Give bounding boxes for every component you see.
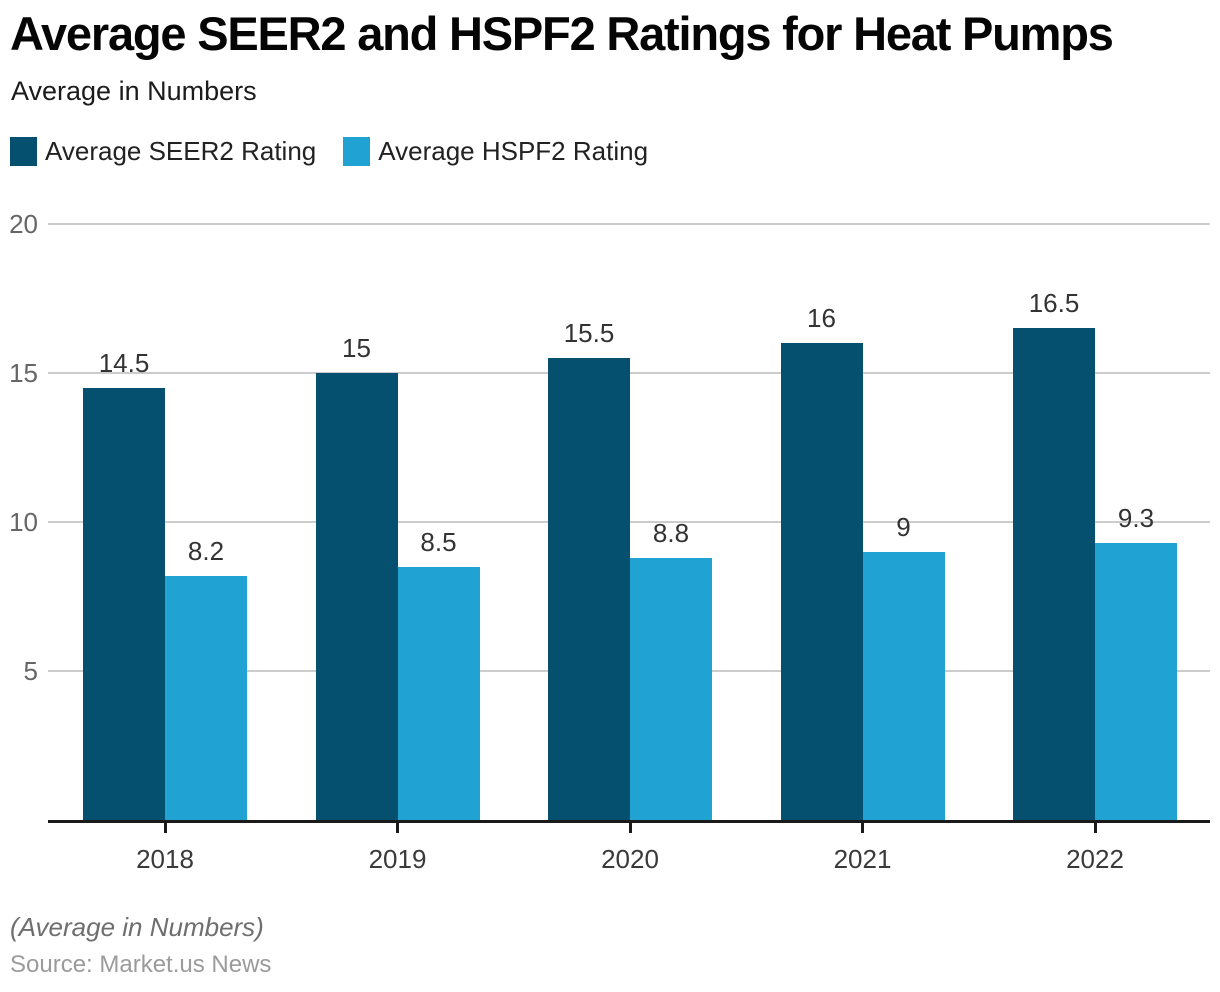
value-label-average-hspf2-rating-2022: 9.3 [1117, 503, 1155, 533]
bar-average-hspf2-rating-2019[interactable] [397, 567, 480, 820]
legend-item-average-seer2-rating[interactable]: Average SEER2 Rating [10, 136, 316, 167]
value-label-average-hspf2-rating-2018: 8.2 [187, 536, 225, 566]
bar-average-hspf2-rating-2018[interactable] [165, 576, 247, 820]
y-axis-label-20: 20 [9, 209, 38, 239]
x-axis-tick-2021 [861, 823, 864, 833]
legend-item-average-hspf2-rating[interactable]: Average HSPF2 Rating [343, 136, 648, 167]
legend-swatch-average-seer2-rating [10, 137, 37, 166]
bar-average-seer2-rating-2020[interactable] [548, 358, 630, 820]
footnote-average-in-numbers: (Average in Numbers) [10, 912, 264, 942]
value-label-average-seer2-rating-2019: 15 [342, 333, 371, 363]
value-label-average-hspf2-rating-2020: 8.8 [652, 518, 690, 548]
chart-subtitle: Average in Numbers [11, 76, 257, 106]
source-credit: Source: Market.us News [10, 951, 272, 978]
bar-average-hspf2-rating-2020[interactable] [630, 558, 712, 820]
value-label-average-seer2-rating-2021: 16 [807, 303, 836, 333]
x-axis-tick-2022 [1093, 823, 1097, 833]
legend-label: Average SEER2 Rating [45, 136, 317, 166]
value-label-average-seer2-rating-2018: 14.5 [98, 348, 150, 378]
bar-average-seer2-rating-2019[interactable] [315, 373, 398, 820]
legend: Average SEER2 Rating Average HSPF2 Rating [10, 136, 648, 167]
chart-title: Average SEER2 and HSPF2 Ratings for Heat… [10, 7, 1114, 60]
x-axis-label-2020: 2020 [601, 844, 659, 874]
value-label-average-hspf2-rating-2019: 8.5 [420, 527, 457, 557]
x-axis-tick-2019 [396, 823, 399, 833]
value-label-average-seer2-rating-2022: 16.5 [1028, 288, 1080, 318]
x-axis-tick-2020 [628, 823, 632, 833]
bar-average-hspf2-rating-2022[interactable] [1095, 543, 1177, 820]
y-axis-label-10: 10 [9, 507, 38, 537]
x-axis-line [48, 820, 1210, 823]
x-axis-label-2018: 2018 [136, 844, 194, 874]
bar-average-hspf2-rating-2021[interactable] [862, 552, 945, 820]
x-axis-label-2019: 2019 [368, 844, 427, 874]
legend-label: Average HSPF2 Rating [378, 136, 649, 166]
value-label-average-hspf2-rating-2021: 9 [896, 512, 911, 542]
bar-average-seer2-rating-2018[interactable] [83, 388, 165, 820]
x-axis-label-2021: 2021 [833, 844, 892, 874]
y-axis-label-15: 15 [9, 358, 38, 388]
x-axis-label-2022: 2022 [1066, 844, 1124, 874]
x-axis-tick-2018 [163, 823, 167, 833]
y-axis-label-5: 5 [23, 656, 38, 686]
bar-average-seer2-rating-2021[interactable] [780, 343, 863, 820]
gridline-20 [48, 223, 1210, 225]
plot-area: 5 10 15 20 14.5 8.2 2018 15 8.5 2019 15.5 8.8 2020 16… [9, 204, 1210, 874]
bar-average-seer2-rating-2022[interactable] [1013, 328, 1095, 820]
legend-swatch-average-hspf2-rating [343, 137, 371, 166]
value-label-average-seer2-rating-2020: 15.5 [563, 318, 615, 348]
